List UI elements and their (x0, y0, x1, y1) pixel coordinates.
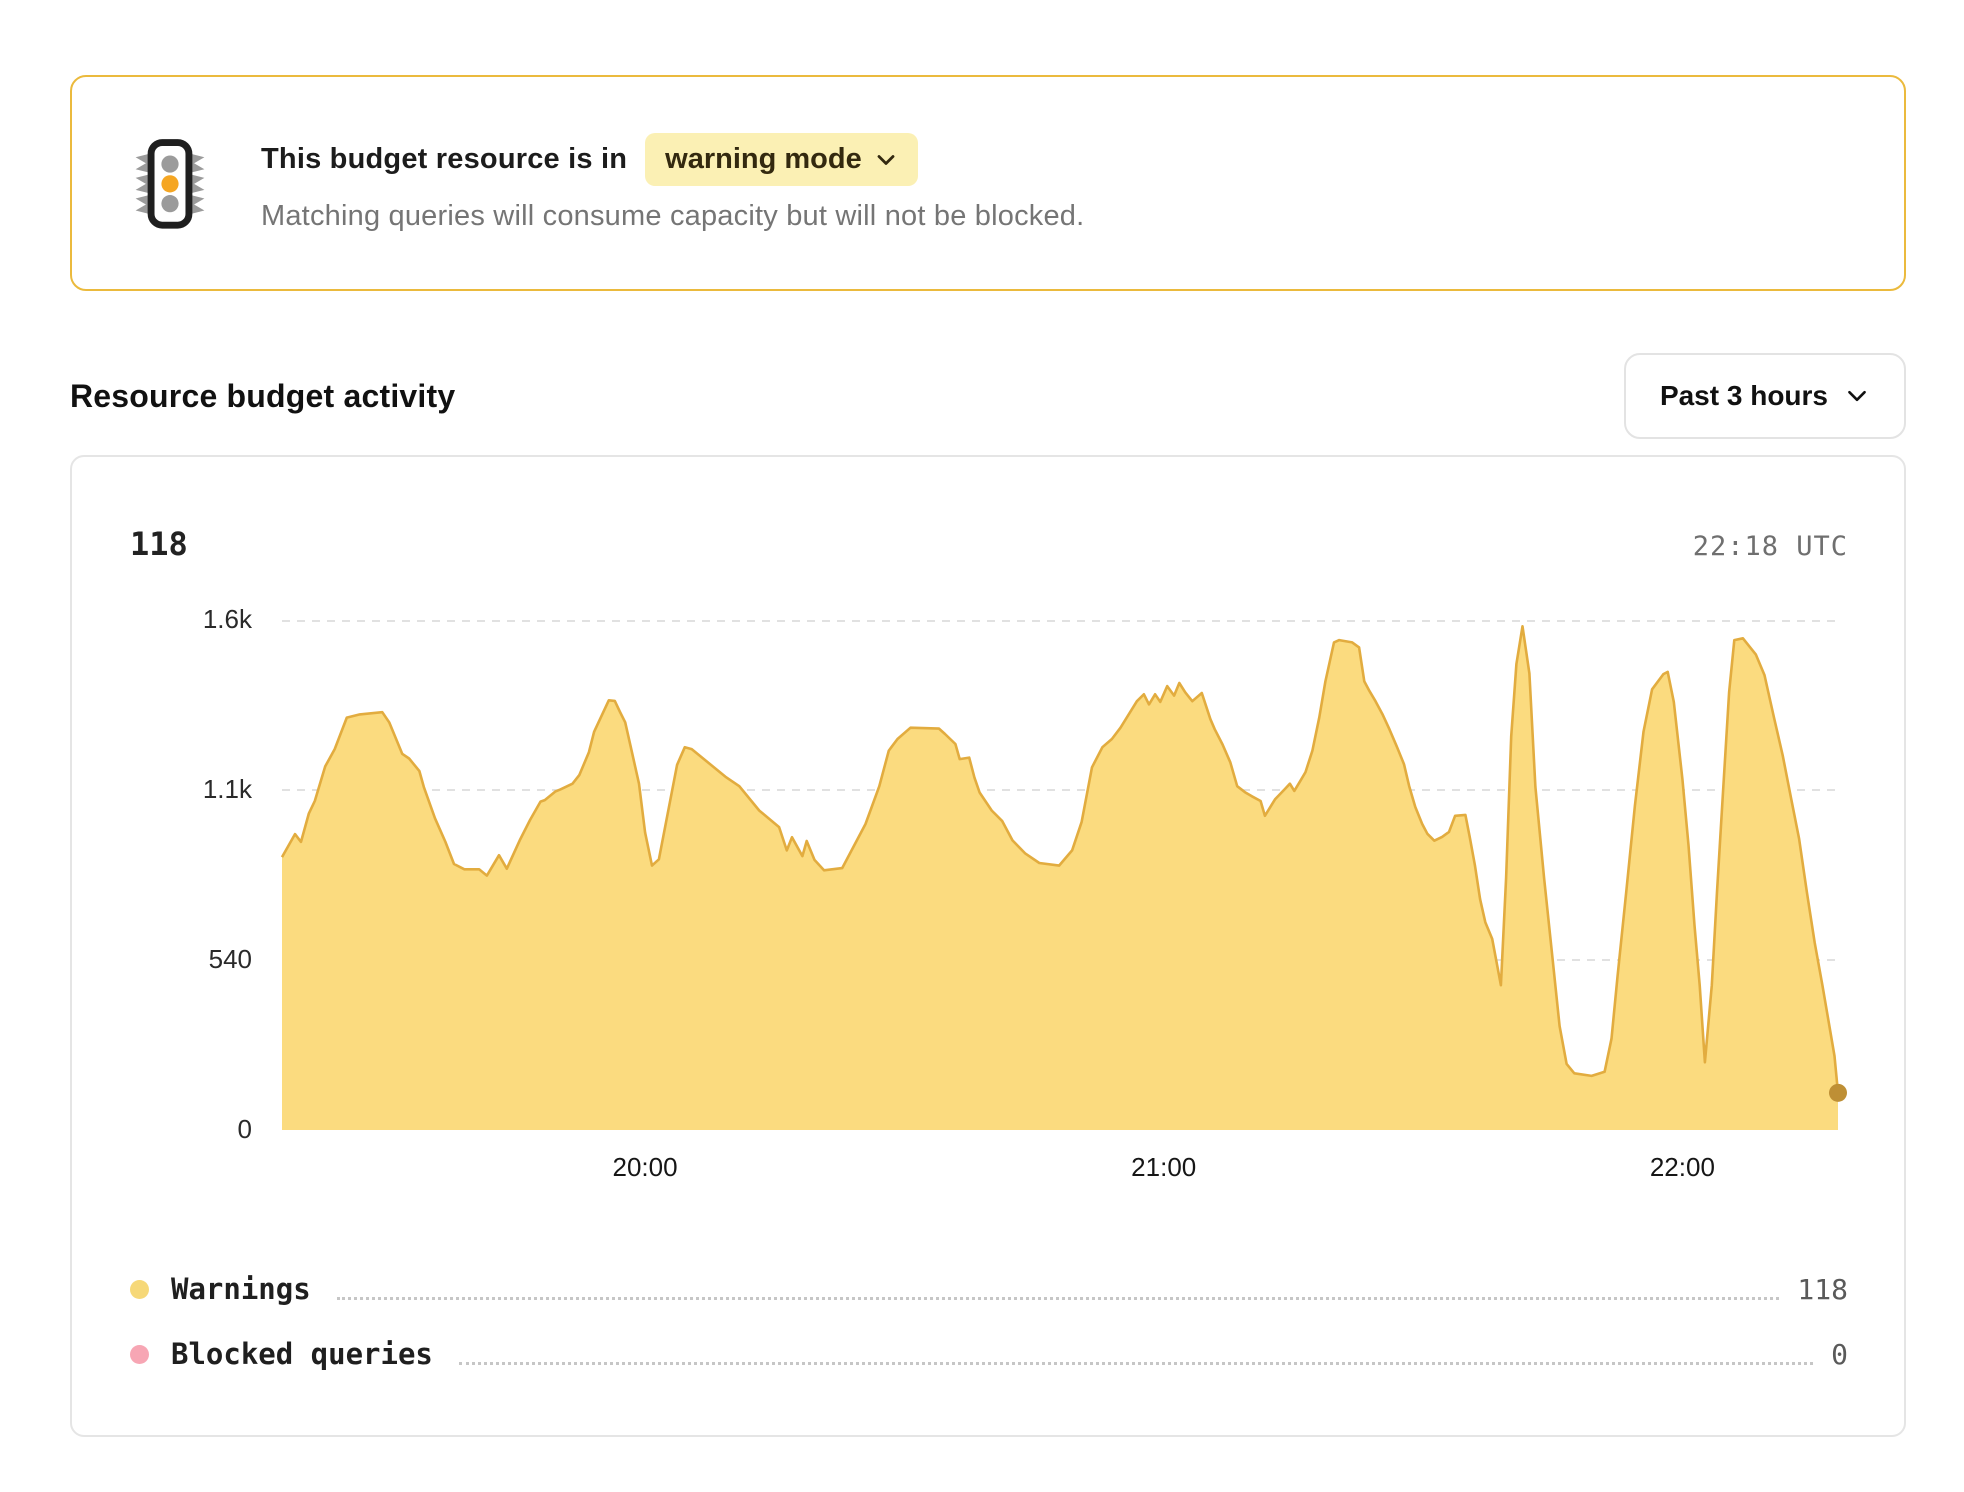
x-tick-label: 22:00 (1649, 1152, 1715, 1182)
banner-description: Matching queries will consume capacity b… (261, 200, 1085, 232)
chevron-down-icon (877, 154, 895, 165)
warnings-area (282, 626, 1838, 1130)
legend-label: Blocked queries (171, 1337, 433, 1371)
time-range-label: Past 3 hours (1659, 380, 1828, 411)
time-range-selector[interactable]: Past 3 hours (1623, 353, 1906, 439)
activity-area-chart[interactable] (280, 620, 1847, 1130)
y-tick-label: 1.1k (202, 774, 252, 804)
warning-mode-dropdown[interactable]: warning mode (645, 133, 918, 186)
x-tick-label: 21:00 (1131, 1152, 1197, 1182)
dotted-leader (458, 1361, 1814, 1365)
chart-legend: Warnings 118 Blocked queries 0 (130, 1265, 1848, 1395)
dotted-leader (336, 1296, 1780, 1300)
legend-row-warnings[interactable]: Warnings 118 (130, 1265, 1848, 1313)
warnings-dot-icon (130, 1279, 149, 1299)
legend-label: Warnings (171, 1272, 311, 1306)
chart-card: 118 22:18 UTC 0 540 1.1k 1.6k 20:00 21:00 22:… (70, 455, 1906, 1437)
legend-row-blocked-queries[interactable]: Blocked queries 0 (130, 1330, 1848, 1378)
chevron-down-icon (1848, 390, 1866, 402)
y-axis: 0 540 1.1k 1.6k (72, 457, 252, 1157)
blocked-queries-dot-icon (130, 1344, 149, 1364)
y-tick-label: 540 (208, 944, 252, 974)
legend-value: 118 (1797, 1272, 1848, 1306)
page-title: Resource budget activity (70, 377, 456, 414)
latest-point-marker (1829, 1083, 1847, 1102)
warning-banner: This budget resource is in warning mode … (70, 75, 1906, 291)
chart-timestamp: 22:18 UTC (1692, 531, 1848, 562)
y-tick-label: 0 (237, 1114, 252, 1144)
warnings-line (280, 625, 1840, 1094)
banner-title: This budget resource is in (261, 143, 628, 175)
section-header: Resource budget activity Past 3 hours (70, 352, 1906, 440)
x-tick-label: 20:00 (612, 1152, 678, 1182)
warning-mode-label: warning mode (665, 143, 862, 175)
y-tick-label: 1.6k (202, 604, 252, 634)
legend-value: 0 (1831, 1337, 1848, 1371)
current-value: 118 (130, 525, 188, 563)
traffic-light-icon (135, 139, 205, 229)
